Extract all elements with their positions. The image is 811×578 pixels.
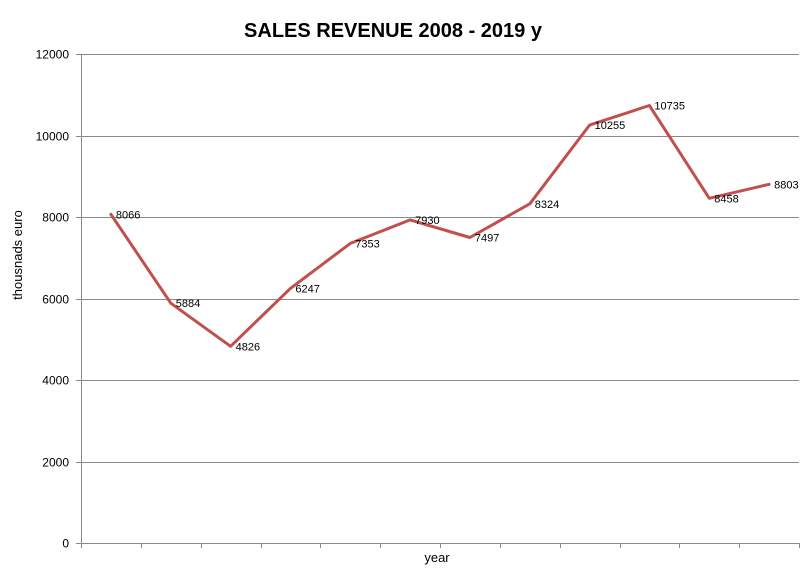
- data-label: 7930: [415, 215, 439, 227]
- data-label: 7353: [355, 238, 379, 250]
- axes: [76, 54, 800, 548]
- data-label: 10255: [595, 120, 626, 132]
- data-labels: 8066 5884 4826 6247 7353 7930 7497 8324 10255 107…: [116, 101, 799, 354]
- data-label: 6247: [295, 283, 319, 295]
- data-label: 4826: [236, 341, 260, 353]
- data-label: 5884: [176, 298, 200, 310]
- y-tick-label: 6000: [42, 293, 69, 307]
- y-tick-label: 2000: [42, 456, 69, 470]
- y-tick-label: 12000: [36, 48, 70, 62]
- x-axis-label: year: [424, 550, 450, 565]
- gridlines: [81, 54, 799, 463]
- data-label: 7497: [475, 233, 499, 245]
- data-label: 10735: [654, 101, 685, 113]
- series: [109, 104, 771, 348]
- data-label: 8066: [116, 209, 140, 221]
- data-label: 8324: [535, 199, 559, 211]
- series-line: [109, 104, 771, 348]
- y-axis-label: thousnads euro: [10, 210, 25, 300]
- y-tick-label: 4000: [42, 374, 69, 388]
- y-tick-label: 0: [62, 537, 69, 551]
- data-label: 8803: [774, 179, 798, 191]
- y-tick-label: 10000: [36, 130, 70, 144]
- chart-title: SALES REVENUE 2008 - 2019 y: [244, 20, 543, 42]
- y-tick-labels: 0 2000 4000 6000 8000 10000 12000: [36, 48, 70, 551]
- y-tick-label: 8000: [42, 211, 69, 225]
- data-label: 8458: [714, 193, 738, 205]
